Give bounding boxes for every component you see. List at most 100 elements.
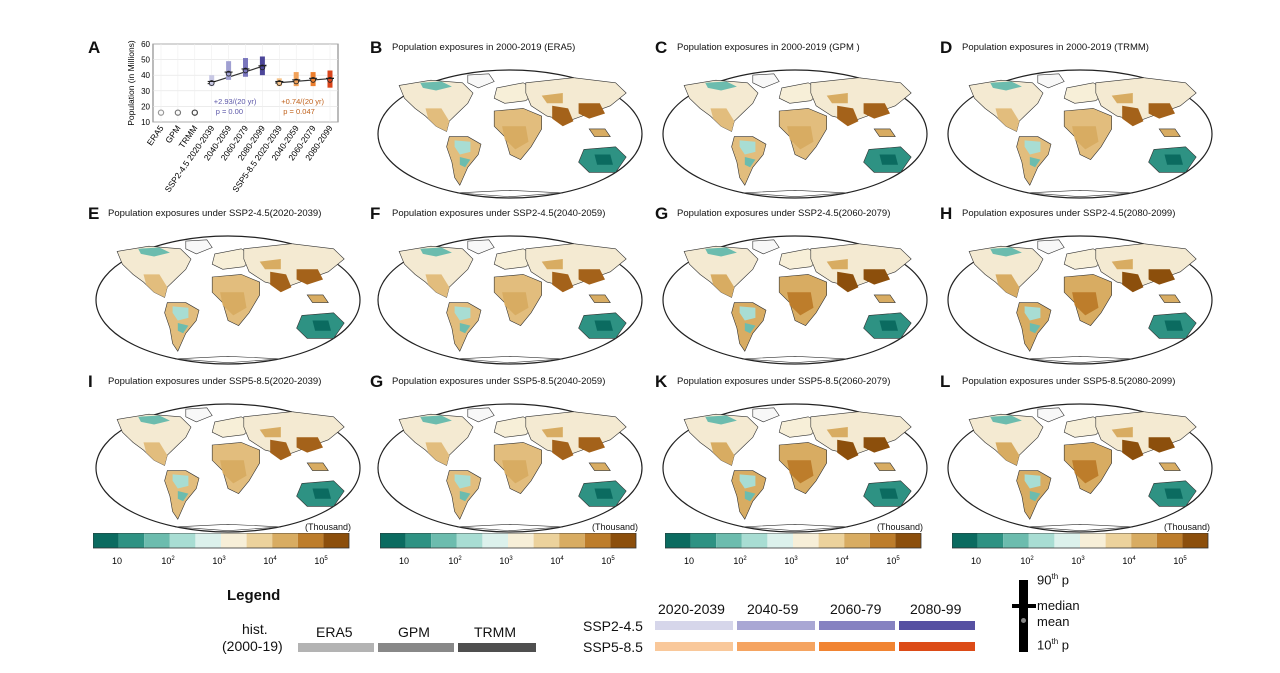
legend-ssp585-swatch-3 [819, 642, 895, 651]
colorbar-tick-label: 10 [112, 556, 122, 566]
colorbar-tick-label: 10 [684, 556, 694, 566]
colorbar-tick-label: 102 [448, 556, 462, 566]
colorbar-segment [869, 533, 896, 548]
world-map-c [662, 69, 928, 199]
colorbar: 10 102 103 104 105 [380, 533, 637, 566]
legend-period-4: 2080-99 [910, 601, 962, 617]
panel-label-f: F [370, 204, 381, 223]
world-map-i [95, 403, 361, 533]
colorbar-segment [380, 533, 406, 548]
panel-label-l: L [940, 372, 951, 391]
legend-gpm-swatch [378, 643, 454, 652]
colorbar-segment [1105, 533, 1132, 548]
percentile-bar [310, 72, 316, 87]
colorbar-segment [431, 533, 457, 548]
legend-trmm-swatch [458, 643, 536, 652]
colorbar: 10 102 103 104 105 [665, 533, 922, 566]
panel-label-c: C [655, 38, 668, 57]
y-tick-label: 20 [141, 102, 150, 111]
colorbar-segment [977, 533, 1004, 548]
panel-label-d: D [940, 38, 953, 57]
colorbar-tick-label: 105 [1173, 556, 1187, 566]
colorbar-segment [793, 533, 819, 548]
legend-period-2: 2040-59 [747, 601, 799, 617]
mean-point [276, 80, 283, 86]
legend-era5-label: ERA5 [316, 624, 353, 640]
world-map-k [662, 403, 928, 533]
map-title-l: Population exposures under SSP5-8.5(2080… [962, 376, 1176, 387]
percentile-bar [276, 78, 282, 87]
legend-ssp245-swatch-4 [899, 621, 975, 630]
colorbar-segment [246, 533, 273, 548]
map-title-i: Population exposures under SSP5-8.5(2020… [108, 376, 322, 387]
colorbar-segment [665, 533, 691, 548]
mean-point [293, 78, 300, 85]
legend-trmm-label: TRMM [474, 624, 516, 640]
world-map-d [947, 69, 1213, 199]
map-title-h: Population exposures under SSP2-4.5(2080… [962, 208, 1176, 219]
panel-label-e: E [88, 204, 100, 223]
mean-point [208, 80, 215, 86]
colorbar-segment [169, 533, 196, 548]
y-tick-label: 50 [141, 56, 150, 65]
colorbar-tick-label: 105 [601, 556, 615, 566]
trend-line [275, 77, 335, 84]
colorbar-segment [221, 533, 247, 548]
legend-gpm-label: GPM [398, 624, 430, 640]
colorbar-unit: (Thousand) [305, 522, 352, 532]
colorbar-segment [272, 533, 298, 548]
legend-ssp245-swatch-1 [655, 621, 733, 630]
mean-point [327, 77, 333, 83]
percentile-bar [226, 61, 232, 80]
world-map-h [947, 235, 1213, 365]
y-tick-label: 60 [141, 40, 150, 49]
legend-ssp585-swatch-2 [737, 642, 815, 651]
colorbar-segment [716, 533, 742, 548]
colorbar-tick-label: 102 [1020, 556, 1034, 566]
trend-pvalue: p = 0.00 [216, 107, 243, 116]
colorbar-tick-label: 102 [161, 556, 175, 566]
panel-label-a: A [88, 38, 101, 57]
historical-point [191, 109, 199, 116]
legend-p10-label: 10th p [1037, 637, 1069, 653]
colorbar-segment [118, 533, 145, 548]
colorbar-unit: (Thousand) [1164, 522, 1211, 532]
colorbar-tick-label: 103 [499, 556, 513, 566]
colorbar-segment [1080, 533, 1106, 548]
mean-point [310, 77, 316, 83]
colorbar-segment [895, 533, 921, 548]
legend-median-tick [1012, 604, 1036, 608]
colorbar-segment [533, 533, 560, 548]
legend-ssp585-swatch-1 [655, 642, 733, 651]
colorbar-segment [508, 533, 534, 548]
colorbar-tick-label: 105 [886, 556, 900, 566]
colorbar-segment [144, 533, 170, 548]
legend-percentile-bar [1019, 580, 1028, 652]
legend-ssp245-swatch-3 [819, 621, 895, 630]
legend-mean-label: mean [1037, 614, 1070, 629]
colorbar-segment [584, 533, 611, 548]
trend-annotation: +0.74/(20 yr) [281, 97, 324, 106]
colorbar-segment [952, 533, 978, 548]
mean-point [259, 64, 266, 71]
map-title-f: Population exposures under SSP2-4.5(2040… [392, 208, 606, 219]
legend-era5-swatch [298, 643, 374, 652]
colorbar-tick-label: 104 [263, 556, 277, 566]
colorbar-tick-label: 105 [314, 556, 328, 566]
map-title-g1: Population exposures under SSP2-4.5(2060… [677, 208, 891, 219]
colorbar-tick-label: 104 [1122, 556, 1136, 566]
colorbar-segment [1028, 533, 1055, 548]
colorbar-segment [1003, 533, 1029, 548]
colorbar-tick-label: 104 [835, 556, 849, 566]
colorbar-segment [93, 533, 119, 548]
world-map-e [95, 235, 361, 365]
exposure-summary-chart: 10 20 30 40 50 60 Population (in Millions) +2.9… [126, 40, 339, 194]
colorbar-tick-label: 104 [550, 556, 564, 566]
trend-pvalue: p = 0.047 [283, 107, 315, 116]
colorbar-tick-label: 10 [971, 556, 981, 566]
colorbar-segment [1156, 533, 1183, 548]
colorbar-segment [1182, 533, 1208, 548]
legend-hist-period: (2000-19) [222, 638, 283, 654]
percentile-bar [243, 58, 248, 77]
colorbar-segment [456, 533, 483, 548]
